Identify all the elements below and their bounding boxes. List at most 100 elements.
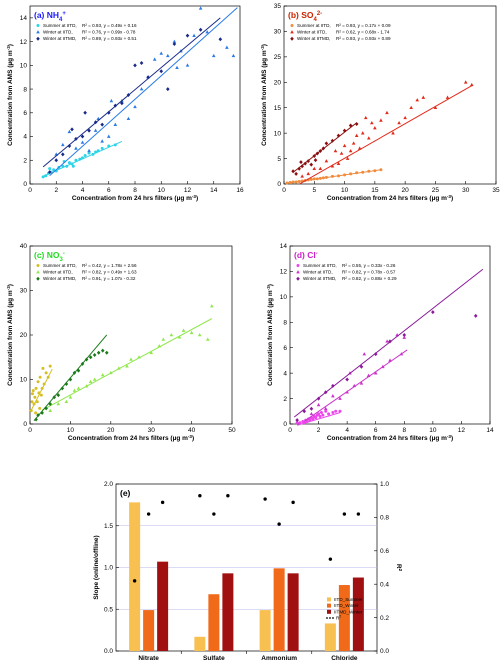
data-point	[100, 122, 104, 127]
y-tick-label: 10	[280, 294, 288, 301]
panel-label-part: -	[63, 251, 65, 257]
x-tick-label: 0	[28, 427, 32, 434]
legend-fit: R² = 0.55, y = 0.33x - 0.26	[342, 263, 396, 268]
data-point	[41, 366, 45, 370]
data-point	[100, 373, 105, 377]
x-axis-title-part: Concentration from 24 hrs filters (µg m	[327, 195, 447, 202]
legend-marker	[296, 276, 300, 281]
panel-label-part: 4	[314, 17, 318, 23]
data-point	[87, 151, 91, 155]
bar	[324, 623, 336, 651]
data-point	[334, 409, 338, 413]
x-tick-label: 0	[288, 427, 292, 434]
data-point	[324, 409, 328, 413]
x-tick-label: 40	[188, 427, 196, 434]
x-axis-title-part: -3	[188, 434, 193, 439]
y-tick-label: 35	[274, 3, 282, 10]
category-label: Ammonium	[261, 655, 297, 662]
x-axis-title-part: -3	[447, 194, 452, 199]
data-point	[403, 115, 407, 120]
data-point	[342, 143, 347, 148]
legend-label: Winter at IITD,	[297, 30, 327, 35]
data-point	[463, 80, 468, 84]
data-point	[139, 87, 144, 91]
r2-point	[146, 512, 151, 516]
series-group	[41, 304, 214, 412]
data-point	[323, 406, 328, 411]
data-point	[324, 141, 329, 146]
y-tick-label: 4	[23, 134, 27, 141]
y-tick-label: 2.0	[104, 481, 113, 488]
y-tick-label: 14	[280, 243, 288, 250]
x-tick-label: 14	[210, 187, 218, 194]
bar	[143, 610, 155, 651]
data-point	[205, 337, 210, 341]
data-point	[345, 156, 350, 160]
panel-label-part: (b) SO	[288, 10, 314, 20]
data-point	[299, 160, 303, 165]
bar	[273, 568, 285, 651]
data-point	[433, 105, 438, 110]
data-point	[421, 95, 426, 99]
data-point	[338, 396, 342, 400]
fit-line	[41, 318, 213, 411]
legend-label: Winter at IITD,	[303, 270, 333, 275]
y-tick-label: 30	[274, 29, 282, 36]
data-point	[88, 379, 93, 384]
x-tick-label: 25	[432, 187, 440, 194]
data-point	[64, 399, 69, 404]
series-group	[29, 364, 53, 415]
data-point	[120, 101, 124, 106]
r2-point	[160, 500, 165, 505]
data-point	[87, 148, 91, 153]
data-point	[313, 158, 318, 163]
x-axis-title: Concentration from 24 hrs filters (µg m-…	[72, 194, 198, 203]
bar	[208, 594, 220, 651]
data-point	[126, 116, 131, 121]
panel-d: 0 2 4 6 8 10 12 14 0 2 4 6 8 10 12 14 Concentration from…	[266, 243, 494, 442]
data-point	[318, 414, 322, 418]
y-axis-title: Concentration from AMS (µg m-3)	[266, 284, 275, 386]
y-tick-label: 25	[274, 54, 282, 61]
y-axis-title-part: )	[7, 284, 14, 286]
y-axis-title-part: -3	[6, 286, 11, 291]
data-point	[309, 411, 314, 416]
legend-marker	[36, 270, 40, 274]
legend-marker	[329, 617, 331, 619]
panel-label: (b) SO42-	[288, 10, 322, 23]
r2-point	[226, 493, 230, 498]
data-point	[113, 122, 118, 126]
y-tick-label: 0	[277, 181, 281, 188]
data-point	[333, 148, 338, 153]
legend-label-part: 2	[339, 615, 341, 619]
data-point	[104, 350, 109, 355]
legend-fit: R² = 0.93, y = 0.93x + 0.89	[336, 36, 391, 41]
series-group	[293, 268, 484, 423]
y2-tick-label: 0.4	[380, 581, 389, 588]
x-tick-label: 30	[462, 187, 470, 194]
x-axis-title-part: Concentration from 24 hrs filters (µg m	[68, 435, 188, 442]
legend-fit: R² = 0.62, y = 0.68x - 1.74	[336, 30, 390, 35]
legend-fit: R² = 0.93, y = 0.17x + 0.09	[336, 23, 391, 28]
data-point	[318, 166, 323, 171]
legend-marker	[36, 276, 40, 281]
data-point	[327, 412, 331, 416]
series-group	[304, 333, 408, 422]
data-point	[185, 33, 190, 38]
x-tick-label: 10	[429, 427, 437, 434]
panel-label: (a) NH4+	[34, 10, 66, 23]
x-tick-label: 6	[107, 187, 111, 194]
legend-swatch	[327, 603, 331, 608]
data-point	[67, 129, 72, 134]
legend-marker	[36, 24, 40, 27]
y-tick-label: 0	[23, 181, 27, 188]
bar	[259, 610, 271, 651]
y-tick-label: 6	[283, 345, 287, 352]
fit-line	[42, 140, 123, 177]
data-point	[348, 148, 353, 153]
panel-label: (c) NO3-	[34, 250, 65, 263]
data-point	[33, 395, 37, 399]
series-group	[42, 17, 223, 175]
data-point	[309, 406, 314, 411]
